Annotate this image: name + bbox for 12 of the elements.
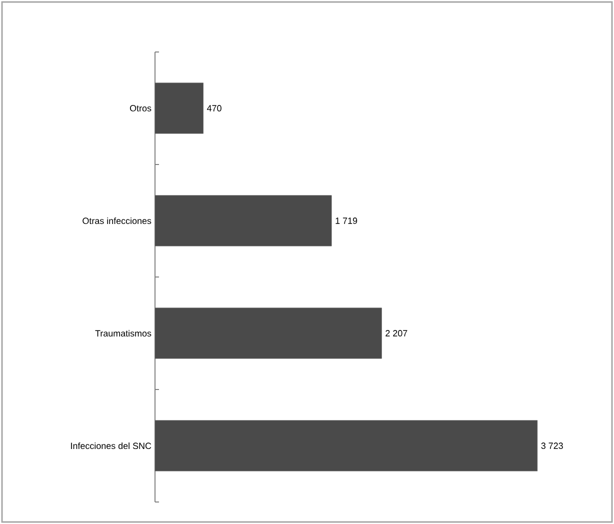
bar [154, 82, 204, 134]
data-label: 470 [207, 105, 222, 112]
bar [154, 195, 332, 246]
y-tick-label: Otros [130, 105, 152, 112]
y-tick-label: Traumatismos [95, 330, 152, 337]
y-tick-label: Otras infecciones [82, 217, 152, 224]
data-label: 2 207 [386, 330, 408, 336]
data-label: 3 723 [541, 442, 563, 449]
y-tick-label: Infecciones del SNC [71, 442, 152, 450]
bar [154, 420, 538, 472]
data-label: 1 719 [336, 218, 358, 224]
bar [154, 308, 382, 359]
